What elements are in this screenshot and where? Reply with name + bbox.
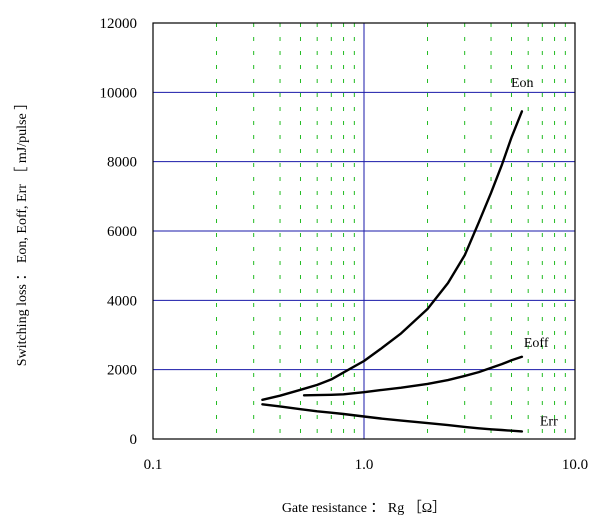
tick-layer: 0.1 1.0 10.0 0 2000 4000 6000 8000 10000 12000 (100, 16, 589, 473)
y-tick-label: 4000 (107, 293, 137, 309)
x-axis-title: Gate resistance ： Rg ［Ω］ (282, 500, 446, 516)
series-line-eon (261, 110, 524, 401)
plot-frame (152, 22, 576, 440)
y-tick-label: 8000 (107, 155, 137, 171)
label-layer: Eon Eoff Err (511, 76, 558, 429)
series-line-err (261, 403, 524, 433)
series-line-eoff (302, 355, 524, 397)
y-tick-label: 12000 (100, 16, 138, 32)
y-tick-label: 10000 (100, 85, 138, 101)
x-tick-label: 10.0 (562, 457, 588, 473)
x-tick-label: 1.0 (355, 457, 374, 473)
y-tick-label: 6000 (107, 224, 137, 240)
x-tick-label: 0.1 (144, 457, 163, 473)
y-axis-title: Switching loss ： Eon, Eoff, Err ［ mJ/pul… (14, 96, 30, 366)
grid-layer (153, 23, 575, 439)
series-label-err: Err (540, 414, 558, 429)
y-tick-label: 0 (130, 432, 138, 448)
series-layer (261, 110, 524, 433)
series-label-eon: Eon (511, 76, 534, 91)
y-tick-label: 2000 (107, 363, 137, 379)
series-label-eoff: Eoff (524, 336, 549, 351)
